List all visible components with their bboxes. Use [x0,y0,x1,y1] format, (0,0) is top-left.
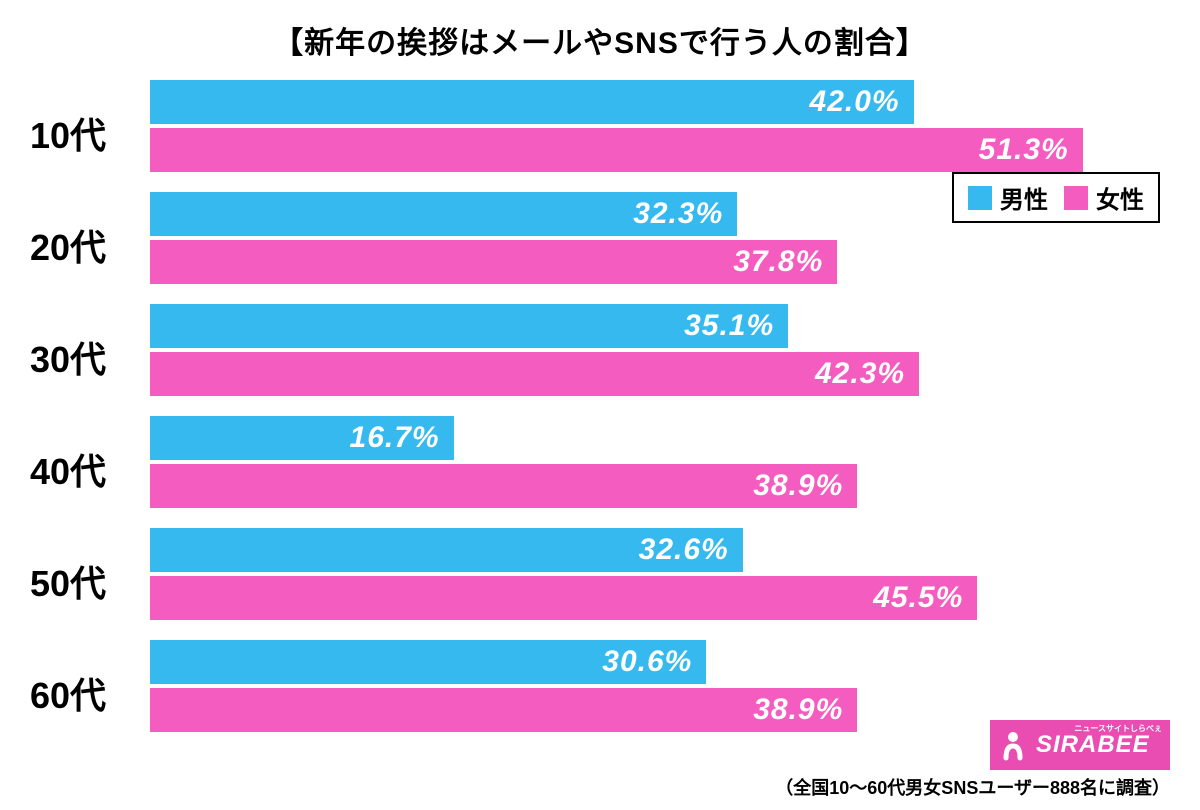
category-label: 60代 [30,667,140,719]
bar-value: 51.3% [979,133,1069,167]
bar: 45.5% [150,576,977,620]
legend-label: 女性 [1096,180,1144,215]
bar: 35.1% [150,304,788,348]
bar-value: 35.1% [684,309,774,343]
bar-group: 30代35.1%42.3% [150,304,1150,410]
bar-value: 45.5% [873,581,963,615]
category-label: 40代 [30,443,140,495]
footnote: （全国10〜60代男女SNSユーザー888名に調査） [775,774,1170,800]
bar: 30.6% [150,640,706,684]
bar: 38.9% [150,688,857,732]
bar: 32.6% [150,528,743,572]
category-label: 10代 [30,107,140,159]
bar-group: 40代16.7%38.9% [150,416,1150,522]
bar: 38.9% [150,464,857,508]
bar-value: 42.3% [815,357,905,391]
legend-label: 男性 [1000,180,1048,215]
bar-group: 50代32.6%45.5% [150,528,1150,634]
category-label: 50代 [30,555,140,607]
bar-value: 37.8% [733,245,823,279]
legend-item: 男性 [968,180,1048,215]
brand-mark-icon [996,728,1030,762]
legend: 男性 女性 [952,172,1160,223]
bar: 51.3% [150,128,1083,172]
category-label: 20代 [30,219,140,271]
bar: 16.7% [150,416,454,460]
bar-value: 16.7% [350,421,440,455]
bar-value: 30.6% [602,645,692,679]
brand-logo: SIRABEE ニュースサイトしらべぇ [990,720,1170,770]
bar: 42.3% [150,352,919,396]
brand-name: SIRABEE [1036,731,1150,759]
bar-value: 38.9% [753,693,843,727]
bar-value: 32.3% [633,197,723,231]
bar: 32.3% [150,192,737,236]
bar-value: 38.9% [753,469,843,503]
brand-tagline: ニュースサイトしらべぇ [1074,723,1162,734]
legend-item: 女性 [1064,180,1144,215]
chart-title: 【新年の挨拶はメールやSNSで行う人の割合】 [0,0,1200,62]
bar: 37.8% [150,240,837,284]
bar-value: 32.6% [639,533,729,567]
legend-swatch [1064,186,1088,210]
bar-group: 10代42.0%51.3% [150,80,1150,186]
bar-value: 42.0% [810,85,900,119]
legend-swatch [968,186,992,210]
category-label: 30代 [30,331,140,383]
bar: 42.0% [150,80,914,124]
